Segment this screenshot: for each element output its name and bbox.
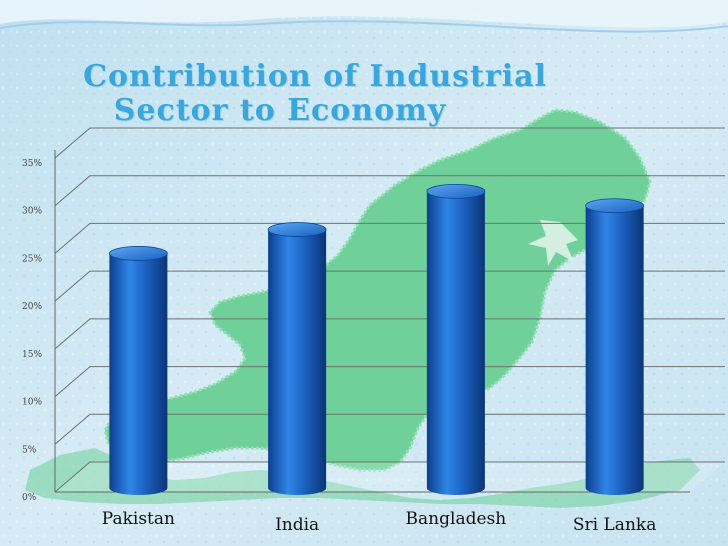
x-axis-category-labels: Pakistan India Bangladesh Sri Lanka — [102, 509, 657, 535]
y-tick-label: 35% — [22, 159, 42, 169]
gridline — [54, 461, 725, 493]
y-tick-label: 30% — [22, 207, 42, 217]
pakistan-map-lower-shape — [25, 448, 700, 508]
y-tick-label: 25% — [22, 254, 42, 264]
y-tick-label: 20% — [22, 302, 42, 312]
y-tick-label: 0% — [22, 493, 37, 503]
top-swoosh-decoration — [0, 0, 728, 28]
gridline — [54, 413, 725, 445]
x-category-label: India — [275, 515, 319, 535]
bar-top-cap — [267, 222, 327, 237]
bar-pakistan — [109, 253, 168, 495]
chart-title-line-1: Contribution of Industrial — [83, 59, 547, 94]
x-category-label: Pakistan — [102, 509, 175, 529]
gridline — [54, 366, 725, 397]
x-category-label: Bangladesh — [406, 509, 507, 529]
gridline — [54, 127, 725, 159]
pakistan-map-shape — [103, 108, 652, 472]
y-tick-label: 5% — [22, 445, 37, 455]
chart-title-line-2: Sector to Economy — [113, 93, 447, 128]
y-tick-label: 15% — [22, 350, 42, 360]
x-category-label: Sri Lanka — [573, 515, 656, 535]
gridline — [54, 175, 725, 207]
gridline — [54, 270, 725, 302]
bar-top-cap — [585, 198, 645, 214]
chart-title: Contribution of Industrial Sector to Eco… — [60, 60, 570, 128]
bar-top-cap — [108, 246, 168, 261]
top-swoosh-line — [0, 20, 728, 33]
y-axis-tick-labels: 0% 5% 10% 15% 20% 25% 30% 35% — [22, 159, 42, 503]
y-tick-label: 10% — [22, 398, 42, 408]
chart-gridlines — [54, 127, 725, 493]
bar-top-cap — [426, 183, 486, 199]
chart-floor — [55, 462, 725, 492]
chart-bars — [108, 183, 645, 496]
gridline — [54, 318, 725, 350]
bar-bangladesh — [426, 191, 485, 495]
bar-sri-lanka — [585, 205, 644, 495]
map-crescent-decoration — [528, 220, 578, 266]
bar-india — [268, 229, 327, 496]
gridline — [54, 222, 725, 254]
